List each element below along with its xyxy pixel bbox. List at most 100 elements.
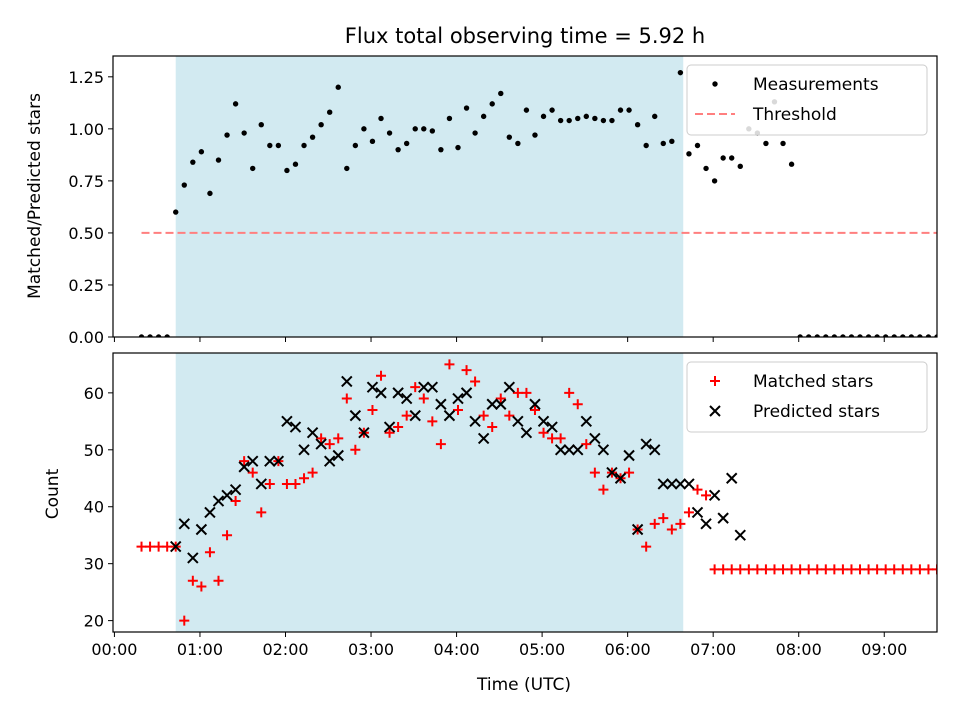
measurement-point [934, 334, 937, 337]
predicted-star-point [477, 432, 490, 445]
measurement-point [660, 140, 666, 147]
measurement-point [634, 121, 641, 128]
predicted-star-point [443, 409, 456, 422]
measurement-point [498, 90, 504, 97]
measurement-point [891, 334, 897, 337]
matched-star-point [880, 564, 891, 575]
predicted-star-point [178, 518, 190, 530]
matched-star-point [760, 564, 771, 575]
measurement-point [917, 334, 923, 337]
measurement-point [164, 334, 170, 337]
matched-star-point [495, 393, 506, 404]
matched-star-point [427, 416, 438, 427]
matched-star-point [213, 575, 224, 586]
predicted-star-point [315, 438, 327, 450]
plot-panel-1: 20 30 40 50 60 00:00 01:00 02:00 03:00 04:00 05:00… [84, 352, 959, 659]
matched-star-point [581, 439, 592, 450]
matched-star-point [949, 616, 959, 626]
measurement-point [908, 334, 915, 337]
measurement-point [626, 107, 632, 113]
measurement-point [489, 101, 495, 107]
matched-star-point [341, 393, 352, 404]
measurement-point [943, 334, 948, 339]
predicted-star-point [717, 512, 729, 524]
measurement-point [155, 334, 162, 337]
matched-star-point [281, 478, 292, 489]
matched-star-point [778, 564, 789, 575]
predicted-star-point [726, 472, 738, 484]
predicted-star-point [366, 381, 379, 393]
matched-star-point [941, 564, 951, 574]
predicted-star-point [503, 381, 516, 393]
predicted-star-point [392, 387, 404, 399]
y-tick-label: 1.25 [68, 68, 104, 87]
predicted-star-point [323, 455, 336, 467]
measurement-point [318, 121, 324, 128]
measurement-point [848, 334, 855, 337]
predicted-star-point [264, 455, 276, 467]
predicted-star-point [452, 392, 464, 405]
matched-star-point [239, 456, 250, 467]
measurement-point [326, 109, 333, 115]
predicted-star-point [332, 449, 344, 462]
matched-star-point [204, 547, 215, 558]
predicted-star-point [170, 540, 182, 553]
matched-star-point [666, 524, 677, 535]
matched-star-point [649, 518, 660, 529]
predicted-star-point [649, 444, 661, 456]
y-tick-label: 0.50 [68, 224, 104, 243]
predicted-star-point [512, 415, 524, 428]
matched-star-point [487, 422, 498, 433]
predicted-star-point [289, 421, 302, 433]
y-tick-label: 1.00 [68, 120, 104, 139]
observing-window-band [175, 56, 684, 337]
measurement-point [652, 113, 658, 120]
measurement-point [677, 69, 684, 76]
matched-star-point [795, 564, 806, 575]
measurement-point [301, 142, 307, 149]
measurement-point [232, 101, 239, 107]
matched-star-point [769, 564, 780, 575]
matched-star-point [333, 433, 344, 444]
measurement-point [369, 138, 376, 145]
measurement-point [951, 334, 956, 339]
matched-star-point [393, 422, 404, 433]
predicted-star-point [349, 409, 362, 422]
matched-star-point [222, 530, 233, 541]
matched-star-point [837, 564, 848, 575]
predicted-star-point [409, 409, 421, 422]
legend-label: Threshold [752, 105, 837, 125]
measurement-point [703, 165, 709, 172]
predicted-star-point [700, 518, 712, 530]
x-tick-label: 05:00 [519, 640, 565, 659]
measurement-point [805, 334, 812, 337]
x-tick-label: 03:00 [348, 640, 394, 659]
measurement-point [737, 163, 743, 170]
x-tick-label: 02:00 [262, 640, 308, 659]
matched-star-point [889, 564, 900, 575]
matched-star-point [932, 564, 937, 575]
matched-star-point [179, 615, 190, 626]
matched-star-point [444, 359, 455, 370]
matched-star-point [153, 541, 164, 552]
matched-star-point [324, 439, 335, 450]
predicted-star-point [435, 398, 447, 410]
matched-star-point [906, 564, 917, 575]
matched-star-point [418, 393, 429, 404]
measurement-point [557, 117, 564, 124]
predicted-star-point [341, 375, 353, 388]
measurement-point [763, 140, 769, 147]
predicted-star-point [657, 478, 669, 490]
matched-star-point [230, 496, 241, 507]
measurement-point [515, 140, 521, 147]
legend-1: Matched stars Predicted stars [686, 361, 928, 433]
x-tick-label: 04:00 [434, 640, 480, 659]
predicted-star-point [358, 427, 370, 439]
measurement-point [788, 161, 795, 167]
matched-star-point [718, 564, 729, 575]
legend-matched-marker [710, 376, 720, 386]
matched-star-point [350, 444, 361, 455]
matched-star-point [803, 564, 814, 575]
y-tick-label: 40 [84, 498, 104, 517]
measurement-point [463, 105, 470, 111]
